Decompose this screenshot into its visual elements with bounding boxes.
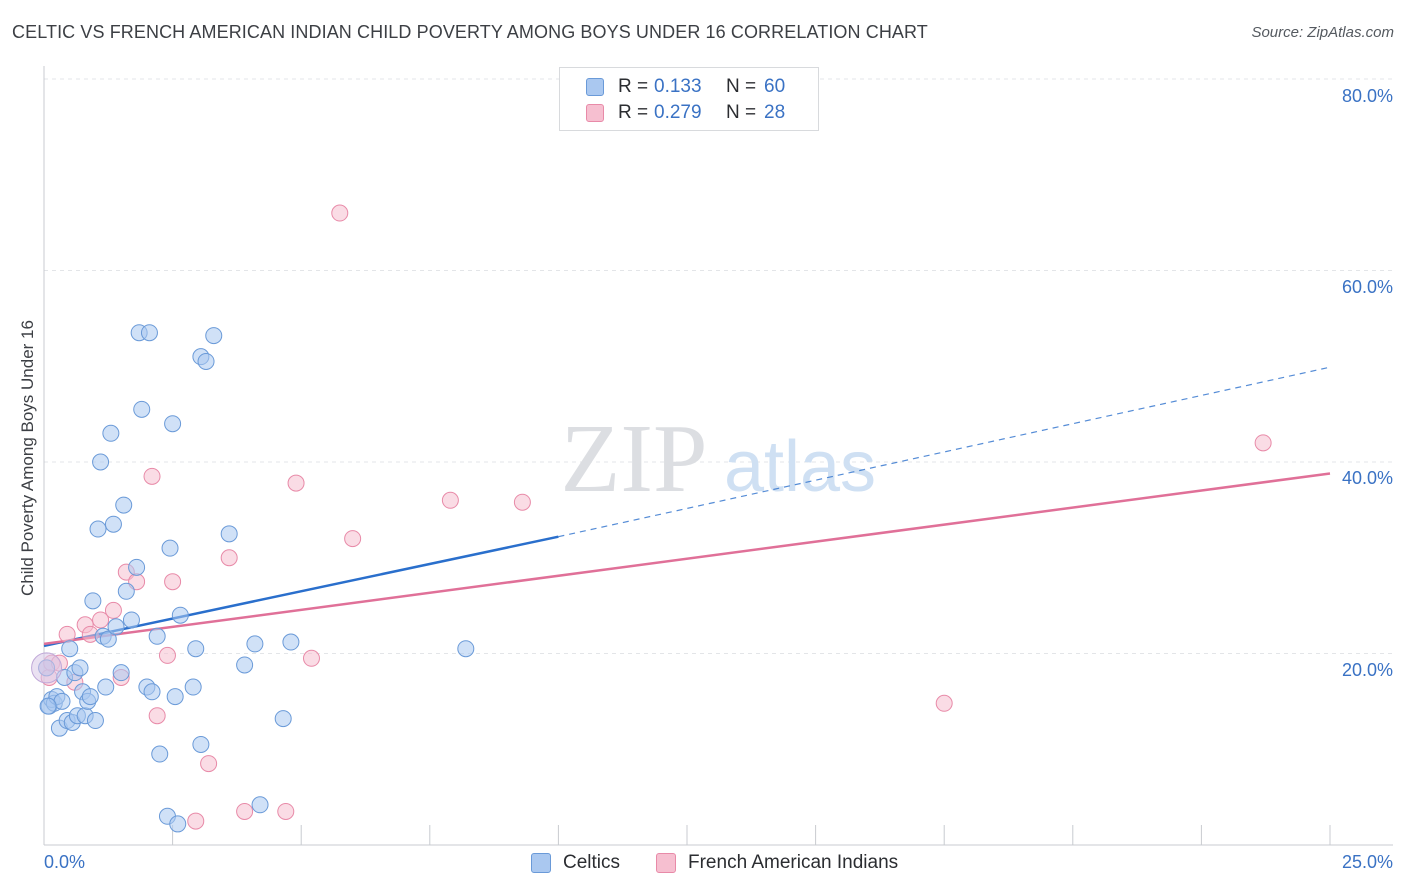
point-celtic	[184, 678, 202, 696]
watermark-atlas: atlas	[724, 427, 876, 507]
source-credit: Source: ZipAtlas.com	[1251, 24, 1394, 41]
point-celtic	[161, 539, 179, 557]
chart-title: CELTIC VS FRENCH AMERICAN INDIAN CHILD P…	[12, 22, 928, 42]
legend-n-value: 60	[764, 76, 786, 97]
point-celtic	[102, 424, 120, 442]
trend-line-french	[43, 472, 1331, 646]
point-celtic	[122, 611, 140, 629]
point-celtic	[205, 327, 223, 345]
legend-row-celtic: R = 0.133 N = 60	[586, 74, 785, 100]
point-celtic	[112, 664, 130, 682]
point-french	[187, 812, 205, 830]
y-axis-title: Child Poverty Among Boys Under 16	[18, 320, 37, 596]
grid-lines	[44, 78, 1393, 654]
legend-r-value: 0.279	[654, 102, 702, 123]
point-celtic	[197, 352, 215, 370]
legend-swatch-celtic	[586, 78, 604, 96]
y-tick-label-40: 40.0%	[1341, 468, 1393, 488]
point-french	[220, 549, 238, 567]
y-tick-label-20: 20.0%	[1341, 660, 1393, 680]
point-celtic	[140, 324, 158, 342]
point-celtic	[236, 656, 254, 674]
point-celtic	[92, 453, 110, 471]
point-french	[344, 530, 362, 548]
bottom-legend-celtic: Celtics	[531, 852, 620, 874]
point-french	[287, 474, 305, 492]
point-celtic	[89, 520, 107, 538]
point-celtic	[282, 633, 300, 651]
x-tick-label-max: 25.0%	[1341, 852, 1393, 872]
point-celtic	[115, 496, 133, 514]
point-celtic	[151, 745, 169, 763]
point-celtic	[171, 606, 189, 624]
point-celtic	[192, 735, 210, 753]
point-french	[164, 573, 182, 591]
point-french	[58, 625, 76, 643]
point-celtic	[86, 712, 104, 730]
point-celtic	[148, 627, 166, 645]
legend-r-label: R =	[618, 102, 649, 123]
point-celtic	[133, 400, 151, 418]
point-french	[148, 707, 166, 725]
y-tick-label-60: 60.0%	[1341, 277, 1393, 297]
point-celtic	[246, 635, 264, 653]
point-celtic	[164, 415, 182, 433]
point-french	[143, 467, 161, 485]
watermark: ZIP atlas	[561, 405, 877, 513]
point-french	[277, 802, 295, 820]
point-french	[104, 601, 122, 619]
point-celtic	[251, 796, 269, 814]
point-celtic	[107, 618, 125, 636]
point-celtic	[97, 678, 115, 696]
point-celtic	[457, 640, 475, 658]
point-french	[331, 204, 349, 222]
legend-swatch-french	[586, 104, 604, 122]
stats-legend: R = 0.133 N = 60 R = 0.279 N = 28	[559, 67, 819, 131]
bottom-legend-swatch-celtic	[531, 853, 551, 873]
legend-row-french: R = 0.279 N = 28	[586, 100, 785, 126]
legend-n-value: 28	[764, 102, 786, 123]
point-celtic	[169, 815, 187, 833]
point-cluster	[31, 652, 63, 684]
legend-r-label: R =	[618, 76, 649, 97]
point-french	[236, 802, 254, 820]
point-celtic	[220, 525, 238, 543]
point-celtic	[104, 515, 122, 533]
point-french	[92, 611, 110, 629]
point-celtic	[99, 630, 117, 648]
legend-n-label: N =	[726, 76, 757, 97]
point-celtic	[117, 582, 135, 600]
axes	[43, 66, 1393, 846]
scatter-points	[31, 204, 1272, 833]
bottom-legend-french: French American Indians	[656, 852, 898, 874]
point-celtic	[166, 688, 184, 706]
point-french	[513, 493, 531, 511]
watermark-zip: ZIP	[561, 405, 708, 513]
legend-r-value: 0.133	[654, 76, 702, 97]
point-celtic	[39, 697, 57, 715]
point-celtic	[128, 558, 146, 576]
point-french	[302, 649, 320, 667]
point-french	[200, 755, 218, 773]
x-tick-label-min: 0.0%	[44, 852, 86, 872]
point-french	[1254, 434, 1272, 452]
y-tick-label-80: 80.0%	[1341, 86, 1393, 106]
point-french	[158, 646, 176, 664]
point-celtic	[81, 688, 99, 706]
point-celtic	[274, 710, 292, 728]
legend-n-label: N =	[726, 102, 757, 123]
point-french	[441, 491, 459, 509]
bottom-legend-label-french: French American Indians	[688, 852, 899, 873]
bottom-legend-label-celtic: Celtics	[563, 852, 621, 873]
point-french	[935, 694, 953, 712]
point-celtic	[71, 659, 89, 677]
bottom-legend-swatch-french	[656, 853, 676, 873]
point-celtic	[61, 640, 79, 658]
point-celtic	[187, 640, 205, 658]
point-celtic	[143, 683, 161, 701]
point-celtic	[84, 592, 102, 610]
